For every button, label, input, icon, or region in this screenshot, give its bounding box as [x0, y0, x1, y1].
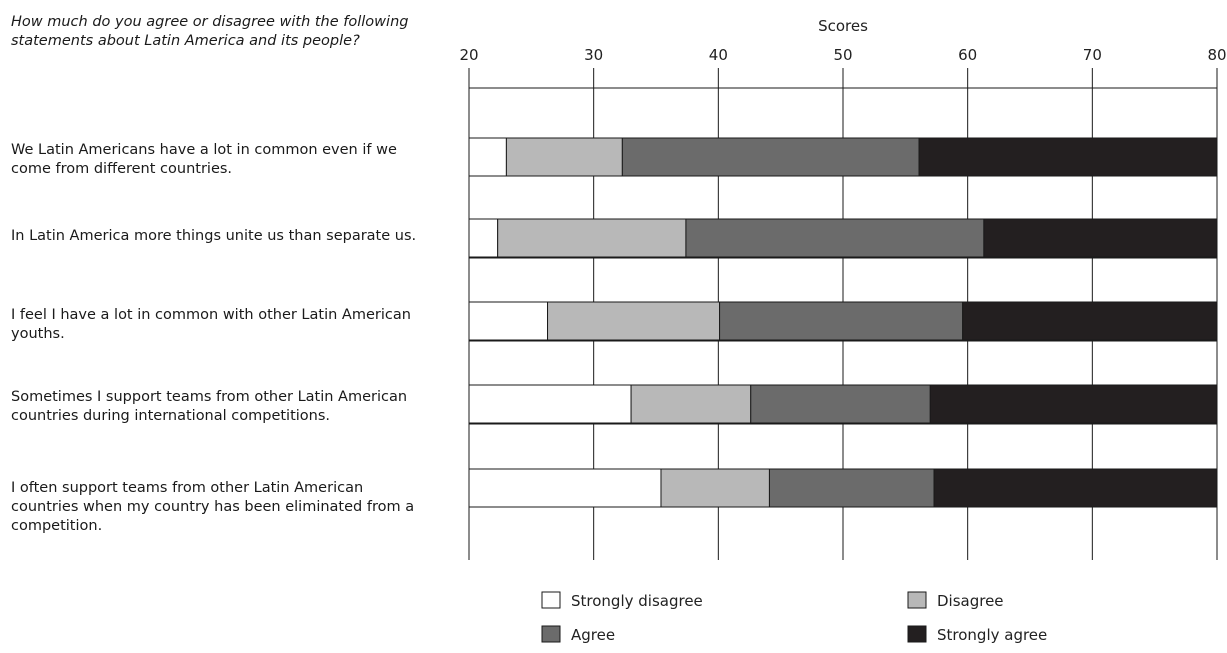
bar-row4-strongly-agree [929, 384, 1218, 424]
row-label-3: I feel I have a lot in common with other… [11, 307, 411, 342]
bar-row4-disagree [630, 384, 752, 424]
legend-label-strongly-agree: Strongly agree [937, 626, 1047, 644]
x-tick-label-40: 40 [709, 46, 728, 64]
legend-label-strongly-disagree: Strongly disagree [571, 592, 703, 610]
bar-row5-strongly-agree [933, 468, 1218, 508]
bar-row5-strongly-disagree [468, 468, 662, 508]
bar-row5-disagree [660, 468, 770, 508]
bar-row1-strongly-disagree [468, 137, 507, 177]
bar-row4-strongly-disagree [468, 384, 632, 424]
bar-row4-agree [750, 384, 931, 424]
bar-row3-disagree [547, 301, 721, 341]
chart-title: How much do you agree or disagree with t… [11, 14, 409, 49]
bar-row3-agree [719, 301, 964, 341]
x-axis-title: Scores [818, 17, 868, 35]
bar-row2-agree [685, 218, 985, 258]
row-label-5: I often support teams from other Latin A… [11, 480, 415, 534]
legend-swatch-strongly-agree [907, 625, 927, 643]
bar-row2-strongly-agree [983, 218, 1218, 258]
bar-row1-strongly-agree [918, 137, 1218, 177]
row-label-1: We Latin Americans have a lot in common … [11, 142, 397, 177]
row-label-2: In Latin America more things unite us th… [11, 228, 417, 244]
legend-swatch-strongly-disagree [541, 591, 561, 609]
bar-row2-strongly-disagree [468, 218, 499, 258]
bar-row3-strongly-agree [962, 301, 1218, 341]
bar-row2-disagree [497, 218, 687, 258]
bar-row1-agree [621, 137, 920, 177]
x-tick-label-20: 20 [459, 46, 478, 64]
legend-label-agree: Agree [571, 626, 615, 644]
legend-swatch-agree [541, 625, 561, 643]
x-tick-label-60: 60 [958, 46, 977, 64]
bar-row5-agree [768, 468, 935, 508]
legend-label-disagree: Disagree [937, 592, 1004, 610]
x-tick-label-50: 50 [833, 46, 852, 64]
row-label-4: Sometimes I support teams from other Lat… [11, 389, 408, 424]
legend-swatch-disagree [907, 591, 927, 609]
bar-row1-disagree [505, 137, 623, 177]
x-tick-label-30: 30 [584, 46, 603, 64]
x-tick-label-70: 70 [1083, 46, 1102, 64]
x-tick-label-80: 80 [1207, 46, 1226, 64]
bar-row3-strongly-disagree [468, 301, 549, 341]
